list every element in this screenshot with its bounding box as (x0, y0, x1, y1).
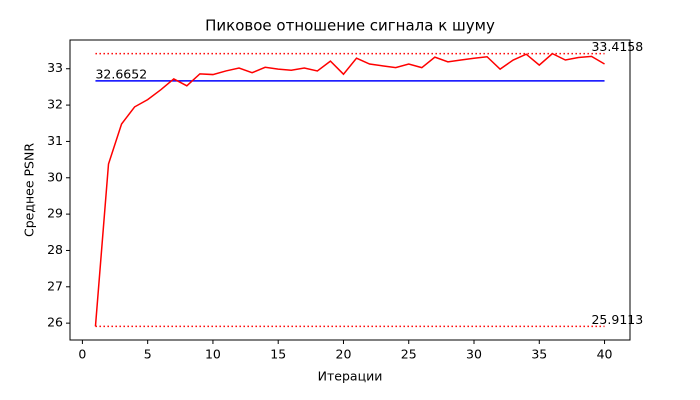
x-tick-label: 20 (336, 347, 352, 362)
x-tick-label: 5 (144, 347, 152, 362)
x-tick-label: 0 (78, 347, 86, 362)
y-tick-label: 32 (47, 97, 63, 112)
y-tick-label: 27 (47, 278, 63, 293)
reference-label: 32.6652 (95, 66, 147, 81)
x-axis-label: Итерации (318, 369, 383, 384)
reference-label: 33.4158 (591, 39, 643, 54)
y-tick-label: 31 (47, 133, 63, 148)
y-tick-label: 28 (47, 242, 63, 257)
x-tick-label: 40 (597, 347, 613, 362)
x-tick-label: 15 (270, 347, 286, 362)
chart-title: Пиковое отношение сигнала к шуму (205, 17, 495, 35)
x-tick-label: 35 (531, 347, 547, 362)
x-tick-label: 10 (205, 347, 221, 362)
y-axis-label: Среднее PSNR (22, 143, 37, 237)
data-line (94, 52, 605, 327)
y-tick-label: 26 (47, 315, 63, 330)
y-tick-label: 33 (47, 60, 63, 75)
x-tick-label: 30 (466, 347, 482, 362)
plot-frame (69, 39, 631, 341)
y-tick-label: 29 (47, 206, 63, 221)
x-tick-label: 25 (401, 347, 417, 362)
y-tick-label: 30 (47, 169, 63, 184)
reference-label: 25.9113 (591, 312, 643, 327)
